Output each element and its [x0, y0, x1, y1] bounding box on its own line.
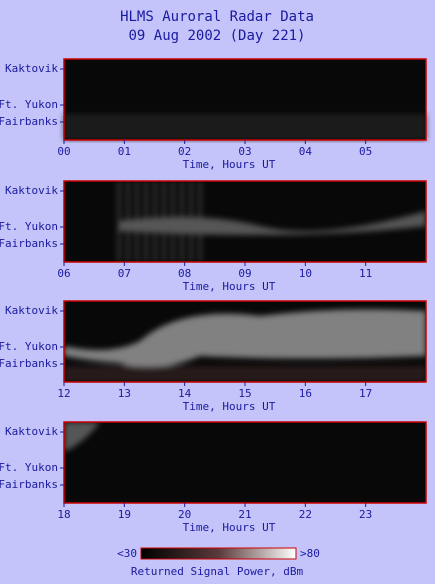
- station-label: Kaktovik: [5, 304, 58, 317]
- echo: [145, 181, 147, 262]
- radar-echoes: [64, 114, 426, 140]
- x-tick-label: 20: [178, 508, 191, 521]
- x-tick-label: 05: [359, 145, 372, 158]
- x-tick-label: 13: [118, 387, 131, 400]
- station-label: Ft. Yukon: [0, 340, 58, 353]
- x-tick-label: 06: [57, 267, 70, 280]
- x-tick-label: 07: [118, 267, 131, 280]
- x-tick-label: 18: [57, 508, 70, 521]
- echo: [172, 181, 174, 262]
- station-label: Ft. Yukon: [0, 461, 58, 474]
- colorbar-min: <30: [117, 547, 137, 560]
- colorbar-max: >80: [300, 547, 320, 560]
- echo: [154, 181, 156, 262]
- radar-image: [64, 422, 426, 503]
- echo: [64, 366, 426, 382]
- x-axis-label: Time, Hours UT: [183, 521, 276, 534]
- x-tick-label: 17: [359, 387, 372, 400]
- echo: [64, 422, 100, 452]
- station-label: Ft. Yukon: [0, 98, 58, 111]
- x-tick-label: 10: [299, 267, 312, 280]
- echo: [120, 211, 426, 235]
- x-tick-label: 11: [359, 267, 372, 280]
- x-tick-label: 15: [238, 387, 251, 400]
- colorbar-label: Returned Signal Power, dBm: [131, 565, 304, 578]
- x-tick-label: 16: [299, 387, 312, 400]
- radar-echoes: [118, 181, 426, 262]
- station-label: Fairbanks: [0, 115, 58, 128]
- echo: [118, 181, 120, 262]
- x-axis-label: Time, Hours UT: [183, 280, 276, 293]
- echo: [127, 181, 129, 262]
- colorbar: [140, 547, 297, 560]
- x-tick-label: 22: [299, 508, 312, 521]
- x-tick-label: 12: [57, 387, 70, 400]
- x-tick-label: 03: [238, 145, 251, 158]
- echo: [64, 114, 426, 140]
- x-tick-label: 23: [359, 508, 372, 521]
- echo: [64, 309, 426, 369]
- echo: [190, 181, 192, 262]
- title: HLMS Auroral Radar Data: [120, 9, 314, 25]
- echo: [199, 181, 201, 262]
- x-tick-label: 01: [118, 145, 131, 158]
- station-label: Ft. Yukon: [0, 220, 58, 233]
- subtitle: 09 Aug 2002 (Day 221): [128, 28, 305, 44]
- station-label: Kaktovik: [5, 184, 58, 197]
- x-tick-label: 04: [299, 145, 313, 158]
- x-axis-label: Time, Hours UT: [183, 400, 276, 413]
- station-label: Fairbanks: [0, 357, 58, 370]
- echo: [181, 181, 183, 262]
- x-tick-label: 02: [178, 145, 191, 158]
- x-tick-label: 14: [178, 387, 192, 400]
- x-axis-label: Time, Hours UT: [183, 158, 276, 171]
- radar-echoes: [64, 422, 100, 452]
- station-label: Fairbanks: [0, 237, 58, 250]
- radar-echoes: [64, 309, 426, 382]
- station-label: Kaktovik: [5, 62, 58, 75]
- x-tick-label: 08: [178, 267, 191, 280]
- x-tick-label: 09: [238, 267, 251, 280]
- station-label: Kaktovik: [5, 425, 58, 438]
- x-tick-label: 21: [238, 508, 251, 521]
- x-tick-label: 00: [57, 145, 70, 158]
- echo: [163, 181, 165, 262]
- x-tick-label: 19: [118, 508, 131, 521]
- echo: [136, 181, 138, 262]
- station-label: Fairbanks: [0, 478, 58, 491]
